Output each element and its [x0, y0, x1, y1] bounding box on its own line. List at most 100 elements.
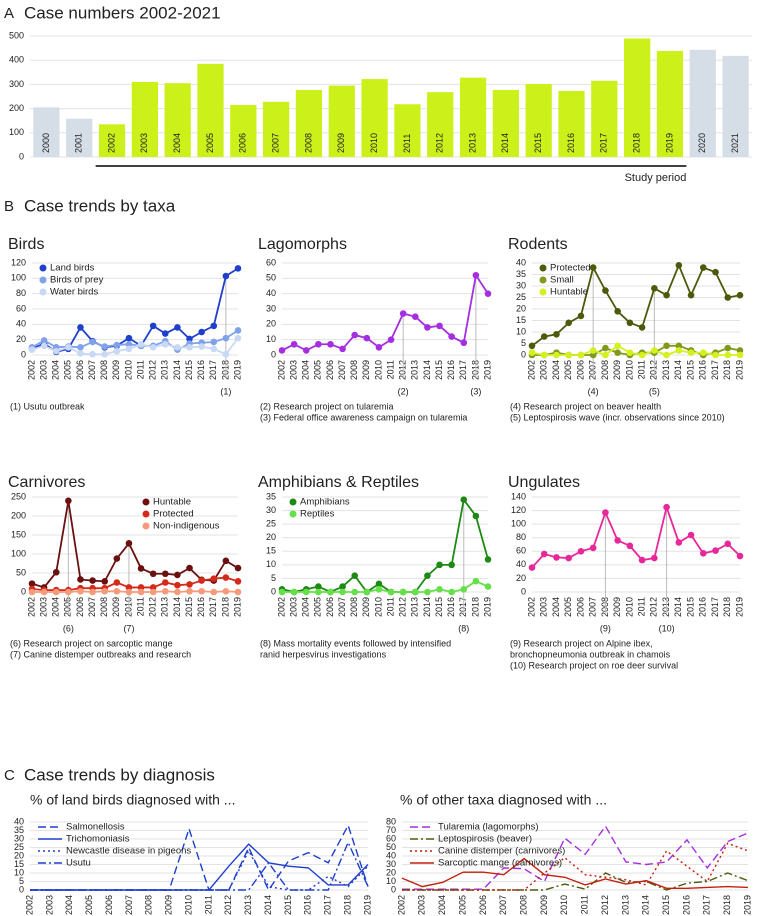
- point: [472, 512, 480, 520]
- point: [210, 588, 218, 596]
- point: [174, 571, 181, 579]
- x-tick-label: 2019: [482, 360, 492, 380]
- x-tick-label: 2010: [123, 360, 133, 380]
- x-tick-label: 2004: [551, 360, 561, 380]
- point: [675, 539, 683, 546]
- note: ranid herpesvirus investigations: [260, 649, 387, 659]
- point: [234, 265, 242, 272]
- x-tick-label: 2011: [636, 360, 646, 379]
- x-tick-label: 2019: [734, 360, 744, 380]
- point: [198, 577, 205, 584]
- bar: [722, 55, 749, 157]
- x-tick-label: 2006: [478, 895, 488, 915]
- point: [577, 547, 585, 555]
- series-line: [30, 823, 369, 892]
- point: [77, 324, 84, 331]
- point: [736, 552, 744, 560]
- point: [52, 568, 60, 576]
- point: [351, 331, 359, 339]
- point: [724, 351, 732, 359]
- x-tick-label: 2010: [559, 895, 569, 915]
- x-tick-label: 2003: [38, 360, 48, 380]
- point: [89, 577, 96, 584]
- x-tick-label: 2015: [434, 597, 444, 617]
- point: [614, 537, 621, 544]
- point: [186, 335, 193, 343]
- bar-category-label: 2002: [106, 133, 116, 153]
- bar-category-label: 2014: [500, 133, 510, 153]
- x-tick-label: 2013: [661, 597, 671, 617]
- legend-label: Tularemia (lagomorphs): [438, 822, 539, 833]
- legend-marker: [142, 498, 150, 506]
- annotation-label: (2): [398, 386, 409, 396]
- x-tick-label: 2011: [135, 360, 145, 379]
- point: [113, 587, 121, 595]
- x-tick-label: 2012: [148, 597, 158, 617]
- x-tick-label: 2002: [26, 360, 36, 380]
- bar-category-label: 2007: [271, 133, 281, 153]
- point: [161, 579, 169, 586]
- point: [278, 347, 286, 354]
- x-tick-label: 2017: [710, 360, 720, 380]
- point: [675, 262, 683, 269]
- point: [460, 496, 468, 504]
- point: [290, 588, 298, 596]
- point: [137, 584, 145, 591]
- x-tick-label: 2005: [63, 360, 73, 380]
- point: [351, 588, 359, 596]
- point: [113, 555, 121, 562]
- legend-marker: [289, 510, 297, 518]
- y-tick-label: 20: [516, 303, 526, 313]
- bar-category-label: 2008: [303, 133, 313, 153]
- point: [234, 564, 242, 572]
- point: [28, 580, 36, 587]
- note: (5) Leptospirosis wave (incr. observatio…: [510, 412, 725, 422]
- y-tick-label: 80: [16, 288, 26, 298]
- point: [363, 588, 371, 596]
- point: [113, 341, 121, 349]
- x-tick-label: 2011: [636, 597, 646, 616]
- point: [186, 581, 193, 588]
- y-tick-label: 30: [14, 833, 24, 843]
- bar: [295, 89, 323, 157]
- y-tick-label: 35: [516, 269, 526, 279]
- x-tick-label: 2005: [563, 597, 573, 617]
- y-tick-label: 70: [386, 825, 396, 835]
- bar-category-label: 2001: [74, 133, 84, 153]
- x-tick-label: 2002: [396, 895, 406, 915]
- legend-label: Land birds: [50, 263, 95, 274]
- point: [663, 351, 670, 359]
- point: [626, 349, 634, 357]
- point: [65, 497, 72, 505]
- point: [472, 271, 480, 279]
- y-tick-label: 20: [516, 573, 526, 583]
- point: [210, 322, 218, 330]
- legend-label: Leptospirosis (beaver): [438, 834, 532, 845]
- x-tick-label: 2002: [276, 597, 286, 617]
- y-tick-label: 0: [521, 586, 526, 596]
- point: [101, 587, 109, 595]
- x-tick-label: 2008: [349, 360, 359, 380]
- legend-label: Newcastle disease in pigeons: [66, 846, 191, 857]
- point: [65, 588, 72, 596]
- bar: [459, 77, 487, 157]
- y-tick-label: 35: [14, 825, 24, 835]
- point: [101, 578, 109, 585]
- chart-title: Birds: [8, 236, 44, 253]
- x-tick-label: 2006: [575, 597, 585, 617]
- legend-marker: [39, 264, 47, 272]
- point: [186, 564, 193, 572]
- y-tick-label: 10: [266, 559, 276, 569]
- note: (7) Canine distemper outbreaks and resea…: [10, 649, 191, 659]
- note: (2) Research project on tularemia: [260, 401, 394, 411]
- y-tick-label: 60: [266, 257, 276, 267]
- point: [290, 340, 298, 348]
- bar-category-label: 2019: [664, 133, 674, 153]
- bar-category-label: 2013: [467, 133, 477, 153]
- note: bronchopneumonia outbreak in chamois: [510, 649, 671, 659]
- bar: [394, 104, 421, 157]
- y-tick-label: 60: [516, 546, 526, 556]
- point: [149, 322, 157, 330]
- point: [28, 346, 36, 353]
- bar-category-label: 2015: [533, 133, 543, 153]
